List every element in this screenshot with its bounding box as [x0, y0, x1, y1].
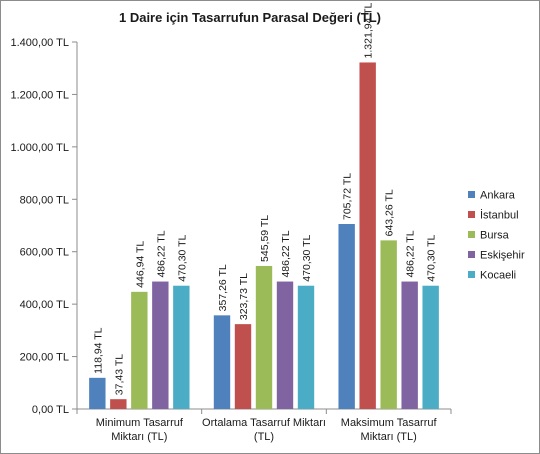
- data-label: 486,22 TL: [155, 230, 167, 277]
- category-label: Ortalama Tasarruf Miktarı: [202, 417, 326, 429]
- legend-swatch: [468, 211, 475, 218]
- y-tick-label: 1.000,00 TL: [10, 142, 69, 154]
- data-label: 37,43 TL: [113, 354, 125, 395]
- legend-swatch: [468, 251, 475, 258]
- bar-eskişehir-2: [401, 281, 418, 409]
- bar-bursa-0: [131, 291, 148, 409]
- category-label: Minimum Tasarruf: [96, 417, 184, 429]
- legend-label: Eskişehir: [480, 250, 525, 262]
- chart-title: 1 Daire için Tasarrufun Parasal Değeri (…: [119, 10, 381, 25]
- bar-ankara-1: [213, 315, 231, 409]
- y-tick-label: 400,00 TL: [20, 299, 69, 311]
- y-tick-label: 200,00 TL: [20, 352, 69, 364]
- data-label: 470,30 TL: [426, 234, 438, 281]
- legend-swatch: [468, 191, 475, 198]
- bar-i-stanbul-1: [234, 324, 252, 409]
- bar-i-stanbul-2: [359, 62, 376, 410]
- legend-swatch: [468, 231, 475, 238]
- data-label: 323,73 TL: [238, 273, 250, 320]
- bar-kocaeli-1: [297, 285, 315, 409]
- data-label: 705,72 TL: [342, 173, 354, 220]
- category-label: (TL): [254, 431, 274, 443]
- y-tick-label: 800,00 TL: [20, 194, 69, 206]
- legend-label: Bursa: [480, 230, 510, 242]
- data-label: 470,30 TL: [301, 234, 313, 281]
- data-label: 446,94 TL: [134, 241, 146, 288]
- bar-ankara-0: [89, 377, 106, 409]
- category-label: Miktarı (TL): [111, 431, 167, 443]
- bar-kocaeli-0: [173, 285, 190, 409]
- y-tick-label: 1.400,00 TL: [10, 37, 69, 49]
- data-label: 545,59 TL: [259, 215, 271, 262]
- data-label: 486,22 TL: [280, 230, 292, 277]
- category-label: Maksimum Tasarruf: [341, 417, 438, 429]
- legend: Ankara İstanbul Bursa Eskişehir Kocaeli: [468, 190, 525, 282]
- legend-label: Ankara: [480, 190, 516, 202]
- bar-bursa-1: [255, 265, 273, 409]
- bar-bursa-2: [380, 240, 397, 409]
- y-tick-label: 1.200,00 TL: [10, 89, 69, 101]
- data-label: 357,26 TL: [217, 264, 229, 311]
- data-label: 1.321,94 TL: [363, 2, 375, 58]
- y-tick-label: 0,00 TL: [32, 404, 69, 416]
- bar-i-stanbul-0: [110, 399, 127, 409]
- bar-eskişehir-0: [152, 281, 169, 409]
- bar-eskişehir-1: [276, 281, 294, 409]
- plot-area: 0,00 TL 200,00 TL 400,00 TL 600,00 TL 800,00…: [10, 2, 452, 443]
- data-label: 470,30 TL: [176, 234, 188, 281]
- legend-label: İstanbul: [480, 209, 519, 222]
- data-label: 643,26 TL: [384, 189, 396, 236]
- category-label: Miktarı (TL): [361, 431, 417, 443]
- bar-kocaeli-2: [422, 285, 439, 409]
- data-label: 486,22 TL: [405, 230, 417, 277]
- bar-ankara-2: [338, 224, 355, 409]
- y-tick-label: 600,00 TL: [20, 247, 69, 259]
- legend-swatch: [468, 271, 475, 278]
- data-label: 118,94 TL: [92, 327, 104, 373]
- legend-label: Kocaeli: [480, 270, 516, 282]
